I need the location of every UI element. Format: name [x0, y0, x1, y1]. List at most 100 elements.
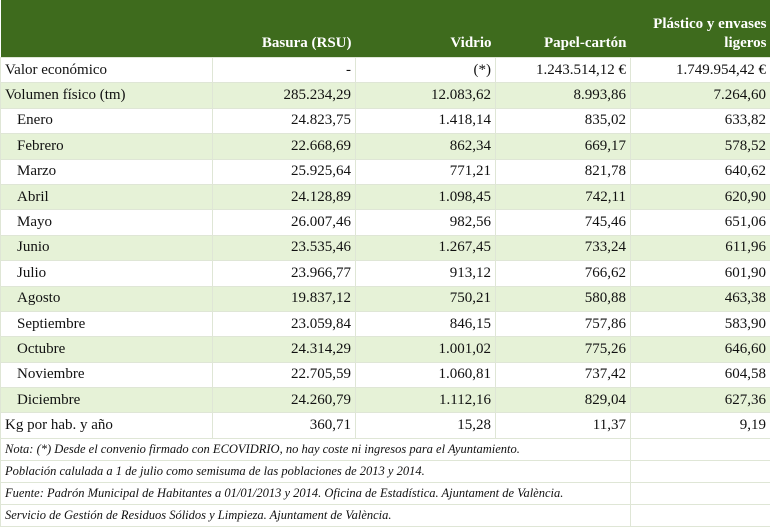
column-header: Plástico y envases ligeros [631, 0, 770, 58]
cell: 633,82 [631, 108, 770, 133]
cell: 1.001,02 [356, 337, 496, 362]
column-header: Papel-cartón [496, 0, 631, 58]
cell: 22.705,59 [213, 362, 356, 387]
cell: 766,62 [496, 261, 631, 286]
cell: 669,17 [496, 134, 631, 159]
note-row: Fuente: Padrón Municipal de Habitantes a… [1, 482, 770, 504]
cell: 604,58 [631, 362, 770, 387]
empty-cell [631, 504, 770, 526]
cell: 24.823,75 [213, 108, 356, 133]
cell: 24.314,29 [213, 337, 356, 362]
row-label: Octubre [1, 337, 213, 362]
note-row: Población calulada a 1 de julio como sem… [1, 460, 770, 482]
cell: 25.925,64 [213, 159, 356, 184]
cell: 23.059,84 [213, 311, 356, 336]
row-label: Noviembre [1, 362, 213, 387]
row-label: Mayo [1, 210, 213, 235]
row-label: Febrero [1, 134, 213, 159]
cell: 601,90 [631, 261, 770, 286]
cell: 463,38 [631, 286, 770, 311]
cell: 821,78 [496, 159, 631, 184]
cell: 640,62 [631, 159, 770, 184]
row-label: Julio [1, 261, 213, 286]
cell: (*) [356, 58, 496, 83]
column-header: Basura (RSU) [213, 0, 356, 58]
cell: 745,46 [496, 210, 631, 235]
empty-cell [631, 460, 770, 482]
note: Población calulada a 1 de julio como sem… [1, 460, 631, 482]
cell: 1.060,81 [356, 362, 496, 387]
cell: 8.993,86 [496, 83, 631, 108]
cell: 580,88 [496, 286, 631, 311]
row-label: Agosto [1, 286, 213, 311]
cell: 737,42 [496, 362, 631, 387]
cell: 360,71 [213, 413, 356, 438]
cell: 829,04 [496, 388, 631, 413]
cell: 19.837,12 [213, 286, 356, 311]
column-header [1, 0, 213, 58]
cell: 1.112,16 [356, 388, 496, 413]
row-label: Marzo [1, 159, 213, 184]
cell: 15,28 [356, 413, 496, 438]
row-label: Valor económico [1, 58, 213, 83]
cell: 23.966,77 [213, 261, 356, 286]
cell: 733,24 [496, 235, 631, 260]
empty-cell [631, 438, 770, 460]
cell: 24.260,79 [213, 388, 356, 413]
cell: 846,15 [356, 311, 496, 336]
note: Servicio de Gestión de Residuos Sólidos … [1, 504, 631, 526]
cell: 757,86 [496, 311, 631, 336]
cell: 620,90 [631, 184, 770, 209]
cell: 651,06 [631, 210, 770, 235]
row-label: Junio [1, 235, 213, 260]
cell: 742,11 [496, 184, 631, 209]
cell: 775,26 [496, 337, 631, 362]
row-label: Enero [1, 108, 213, 133]
row-label: Abril [1, 184, 213, 209]
row-label: Septiembre [1, 311, 213, 336]
row-label: Volumen físico (tm) [1, 83, 213, 108]
cell: 611,96 [631, 235, 770, 260]
cell: 1.098,45 [356, 184, 496, 209]
cell: 578,52 [631, 134, 770, 159]
cell: 1.418,14 [356, 108, 496, 133]
cell: 862,34 [356, 134, 496, 159]
table-body: Valor económico-(*)1.243.514,12 €1.749.9… [1, 58, 770, 527]
cell: 835,02 [496, 108, 631, 133]
cell: 913,12 [356, 261, 496, 286]
cell: 627,36 [631, 388, 770, 413]
cell: 24.128,89 [213, 184, 356, 209]
cell: 1.749.954,42 € [631, 58, 770, 83]
cell: 22.668,69 [213, 134, 356, 159]
empty-cell [631, 482, 770, 504]
cell: - [213, 58, 356, 83]
cell: 583,90 [631, 311, 770, 336]
cell: 11,37 [496, 413, 631, 438]
row-label: Kg por hab. y año [1, 413, 213, 438]
cell: 23.535,46 [213, 235, 356, 260]
table-row: Valor económico-(*)1.243.514,12 €1.749.9… [1, 58, 770, 83]
cell: 771,21 [356, 159, 496, 184]
row-label: Diciembre [1, 388, 213, 413]
note-row: Servicio de Gestión de Residuos Sólidos … [1, 504, 770, 526]
cell: 7.264,60 [631, 83, 770, 108]
note-row: Nota: (*) Desde el convenio firmado con … [1, 438, 770, 460]
cell: 750,21 [356, 286, 496, 311]
cell: 285.234,29 [213, 83, 356, 108]
